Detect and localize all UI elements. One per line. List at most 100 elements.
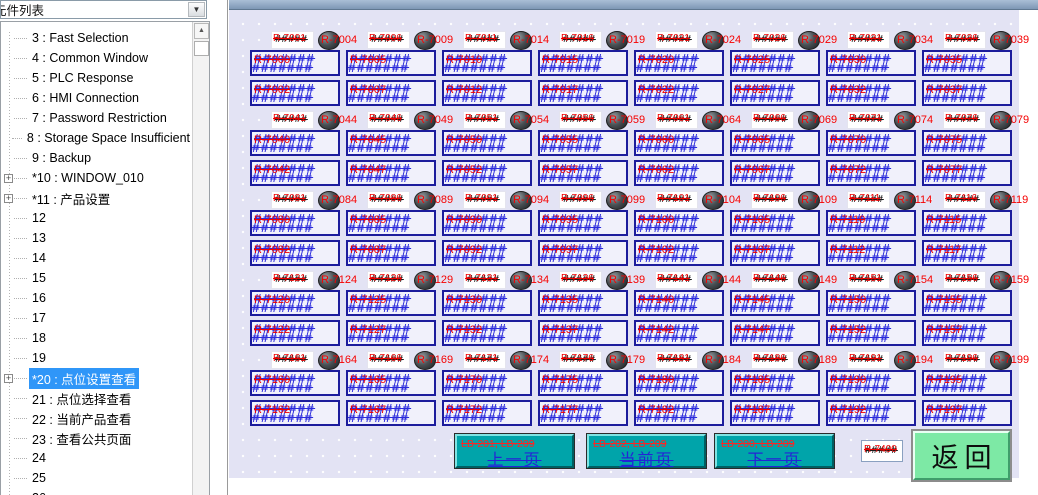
- status-lamp-indicator[interactable]: [990, 351, 1012, 370]
- current-value-display[interactable]: R-7087 ####### #######: [346, 240, 436, 266]
- set-value-display[interactable]: R-7005 ####### #######: [346, 50, 436, 76]
- sidebar-item[interactable]: + 18: [1, 328, 193, 348]
- sidebar-item[interactable]: + 12: [1, 208, 193, 228]
- set-value-display[interactable]: R-7145 ####### #######: [730, 290, 820, 316]
- scroll-up-button[interactable]: ▲: [194, 23, 209, 39]
- current-value-display[interactable]: R-7037 ####### #######: [922, 80, 1012, 106]
- sidebar-item[interactable]: + 23 : 查看公共页面: [1, 428, 193, 448]
- set-value-display[interactable]: R-7125 ####### #######: [346, 290, 436, 316]
- point-id-display[interactable]: ##### R-7101: [655, 191, 698, 209]
- point-id-display[interactable]: ##### R-7161: [271, 351, 314, 369]
- current-value-display[interactable]: R-7147 ####### #######: [730, 320, 820, 346]
- current-value-display[interactable]: R-7152 ####### #######: [826, 320, 916, 346]
- point-id-display[interactable]: ##### R-7031: [847, 31, 890, 49]
- status-lamp-indicator[interactable]: [798, 31, 820, 50]
- current-value-display[interactable]: R-7042 ####### #######: [250, 160, 340, 186]
- status-lamp-indicator[interactable]: [318, 31, 340, 50]
- current-value-display[interactable]: R-7157 ####### #######: [922, 320, 1012, 346]
- point-id-display[interactable]: ##### R-7006: [367, 31, 410, 49]
- status-lamp-indicator[interactable]: [414, 191, 436, 210]
- status-lamp-indicator[interactable]: [318, 351, 340, 370]
- tree-scrollbar[interactable]: ▲: [192, 22, 209, 495]
- component-list-dropdown[interactable]: 元件列表 ▼: [0, 0, 207, 19]
- point-id-display[interactable]: ##### R-7016: [559, 31, 602, 49]
- sidebar-item[interactable]: + 19: [1, 348, 193, 368]
- set-value-display[interactable]: R-7030 ####### #######: [826, 50, 916, 76]
- set-value-display[interactable]: R-7170 ####### #######: [442, 370, 532, 396]
- status-lamp-indicator[interactable]: [798, 271, 820, 290]
- current-value-display[interactable]: R-7097 ####### #######: [538, 240, 628, 266]
- status-lamp-indicator[interactable]: [702, 271, 724, 290]
- canvas-titlebar[interactable]: [229, 0, 1038, 10]
- current-value-display[interactable]: R-7132 ####### #######: [442, 320, 532, 346]
- status-lamp-indicator[interactable]: [702, 31, 724, 50]
- current-value-display[interactable]: R-7057 ####### #######: [538, 160, 628, 186]
- point-id-display[interactable]: ##### R-7106: [751, 191, 794, 209]
- sidebar-item[interactable]: + 3 : Fast Selection: [1, 28, 193, 48]
- set-value-display[interactable]: R-7075 ####### #######: [922, 130, 1012, 156]
- point-id-display[interactable]: ##### R-7176: [559, 351, 602, 369]
- sidebar-item[interactable]: + 6 : HMI Connection: [1, 88, 193, 108]
- sidebar-item[interactable]: + 15: [1, 268, 193, 288]
- current-value-display[interactable]: R-7017 ####### #######: [538, 80, 628, 106]
- current-value-display[interactable]: R-7137 ####### #######: [538, 320, 628, 346]
- status-lamp-indicator[interactable]: [990, 271, 1012, 290]
- current-value-display[interactable]: R-7047 ####### #######: [346, 160, 436, 186]
- sidebar-item[interactable]: + 14: [1, 248, 193, 268]
- set-value-display[interactable]: R-7060 ####### #######: [634, 130, 724, 156]
- point-id-display[interactable]: ##### R-7141: [655, 271, 698, 289]
- status-lamp-indicator[interactable]: [510, 271, 532, 290]
- point-id-display[interactable]: ##### R-7131: [463, 271, 506, 289]
- sidebar-item[interactable]: + 24: [1, 448, 193, 468]
- current-value-display[interactable]: R-7092 ####### #######: [442, 240, 532, 266]
- point-id-display[interactable]: ##### R-7081: [271, 191, 314, 209]
- set-value-display[interactable]: R-7020 ####### #######: [634, 50, 724, 76]
- point-id-display[interactable]: ##### R-7116: [943, 191, 986, 209]
- status-lamp-indicator[interactable]: [318, 191, 340, 210]
- set-value-display[interactable]: R-7000 ####### #######: [250, 50, 340, 76]
- current-value-display[interactable]: R-7112 ####### #######: [826, 240, 916, 266]
- sidebar-item[interactable]: + *10 : WINDOW_010: [1, 168, 193, 188]
- sidebar-item[interactable]: + 4 : Common Window: [1, 48, 193, 68]
- point-id-display[interactable]: ##### R-7021: [655, 31, 698, 49]
- status-lamp-indicator[interactable]: [510, 351, 532, 370]
- status-lamp-indicator[interactable]: [606, 111, 628, 130]
- status-lamp-indicator[interactable]: [606, 31, 628, 50]
- status-lamp-indicator[interactable]: [894, 271, 916, 290]
- current-value-display[interactable]: R-7007 ####### #######: [346, 80, 436, 106]
- status-lamp-indicator[interactable]: [990, 31, 1012, 50]
- set-value-display[interactable]: R-7065 ####### #######: [730, 130, 820, 156]
- sidebar-item[interactable]: + *11 : 产品设置: [1, 188, 193, 208]
- current-page-button[interactable]: LB-202, LB-209 当前页: [586, 433, 707, 469]
- current-value-display[interactable]: R-7022 ####### #######: [634, 80, 724, 106]
- point-id-display[interactable]: ##### R-7166: [367, 351, 410, 369]
- point-id-display[interactable]: ##### R-7121: [271, 271, 314, 289]
- current-value-display[interactable]: R-7107 ####### #######: [730, 240, 820, 266]
- point-id-display[interactable]: ##### R-7146: [751, 271, 794, 289]
- point-id-display[interactable]: ##### R-7001: [271, 31, 314, 49]
- status-lamp-indicator[interactable]: [414, 271, 436, 290]
- set-value-display[interactable]: R-7045 ####### #######: [346, 130, 436, 156]
- prev-page-button[interactable]: LB-201, LB-209 上一页: [454, 433, 575, 469]
- set-value-display[interactable]: R-7115 ####### #######: [922, 210, 1012, 236]
- current-value-display[interactable]: R-7182 ####### #######: [634, 400, 724, 426]
- dropdown-arrow-button[interactable]: ▼: [188, 2, 205, 17]
- status-lamp-indicator[interactable]: [798, 191, 820, 210]
- current-value-display[interactable]: R-7197 ####### #######: [922, 400, 1012, 426]
- set-value-display[interactable]: R-7180 ####### #######: [634, 370, 724, 396]
- status-lamp-indicator[interactable]: [702, 111, 724, 130]
- design-canvas[interactable]: LB-201, LB-209 上一页 LB-202, LB-209 当前页 LB…: [229, 10, 1029, 482]
- status-lamp-indicator[interactable]: [702, 351, 724, 370]
- set-value-display[interactable]: R-7155 ####### #######: [922, 290, 1012, 316]
- current-value-display[interactable]: R-7077 ####### #######: [922, 160, 1012, 186]
- point-id-display[interactable]: ##### R-7156: [943, 271, 986, 289]
- current-value-display[interactable]: R-7187 ####### #######: [730, 400, 820, 426]
- set-value-display[interactable]: R-7025 ####### #######: [730, 50, 820, 76]
- sidebar-item[interactable]: + 17: [1, 308, 193, 328]
- point-id-display[interactable]: ##### R-7011: [463, 31, 506, 49]
- scrollbar-thumb[interactable]: [194, 41, 209, 56]
- set-value-display[interactable]: R-7160 ####### #######: [250, 370, 340, 396]
- current-value-display[interactable]: R-7102 ####### #######: [634, 240, 724, 266]
- set-value-display[interactable]: R-7165 ####### #######: [346, 370, 436, 396]
- point-id-display[interactable]: ##### R-7186: [751, 351, 794, 369]
